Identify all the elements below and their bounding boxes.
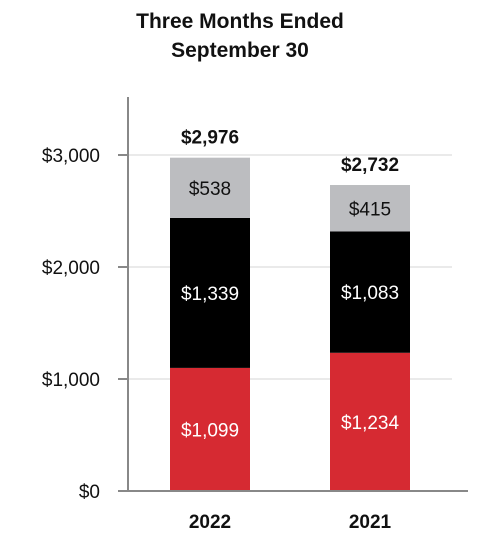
bar-segment — [170, 367, 250, 491]
bar-segment — [170, 157, 250, 218]
bar-segment — [330, 185, 410, 232]
bar-total-label: $2,732 — [341, 155, 399, 176]
segment-value-label: $415 — [349, 199, 391, 220]
y-tick-label: $3,000 — [42, 146, 100, 167]
segment-value-label: $1,339 — [181, 284, 239, 305]
chart-title-line-1: Three Months Ended — [136, 10, 344, 33]
bar-segment — [170, 217, 250, 368]
bar-segment — [330, 231, 410, 353]
segment-value-label: $1,083 — [341, 283, 399, 304]
segment-value-label: $1,099 — [181, 420, 239, 441]
bar-total-label: $2,976 — [181, 128, 239, 149]
labels: $0 $1,000 $2,000 $3,000 $1,099 $1,339 $538 $2,9… — [42, 128, 400, 533]
x-tick-label: 2021 — [349, 512, 392, 533]
y-tick-label: $2,000 — [42, 258, 100, 279]
x-tick-label: 2022 — [189, 512, 231, 533]
chart-title-line-2: September 30 — [171, 39, 309, 62]
segment-value-label: $538 — [189, 179, 231, 200]
y-tick-label: $1,000 — [42, 370, 100, 391]
bars — [170, 157, 410, 491]
segment-value-label: $1,234 — [341, 413, 400, 434]
bar-segment — [330, 352, 410, 491]
y-tick-label: $0 — [79, 482, 100, 503]
